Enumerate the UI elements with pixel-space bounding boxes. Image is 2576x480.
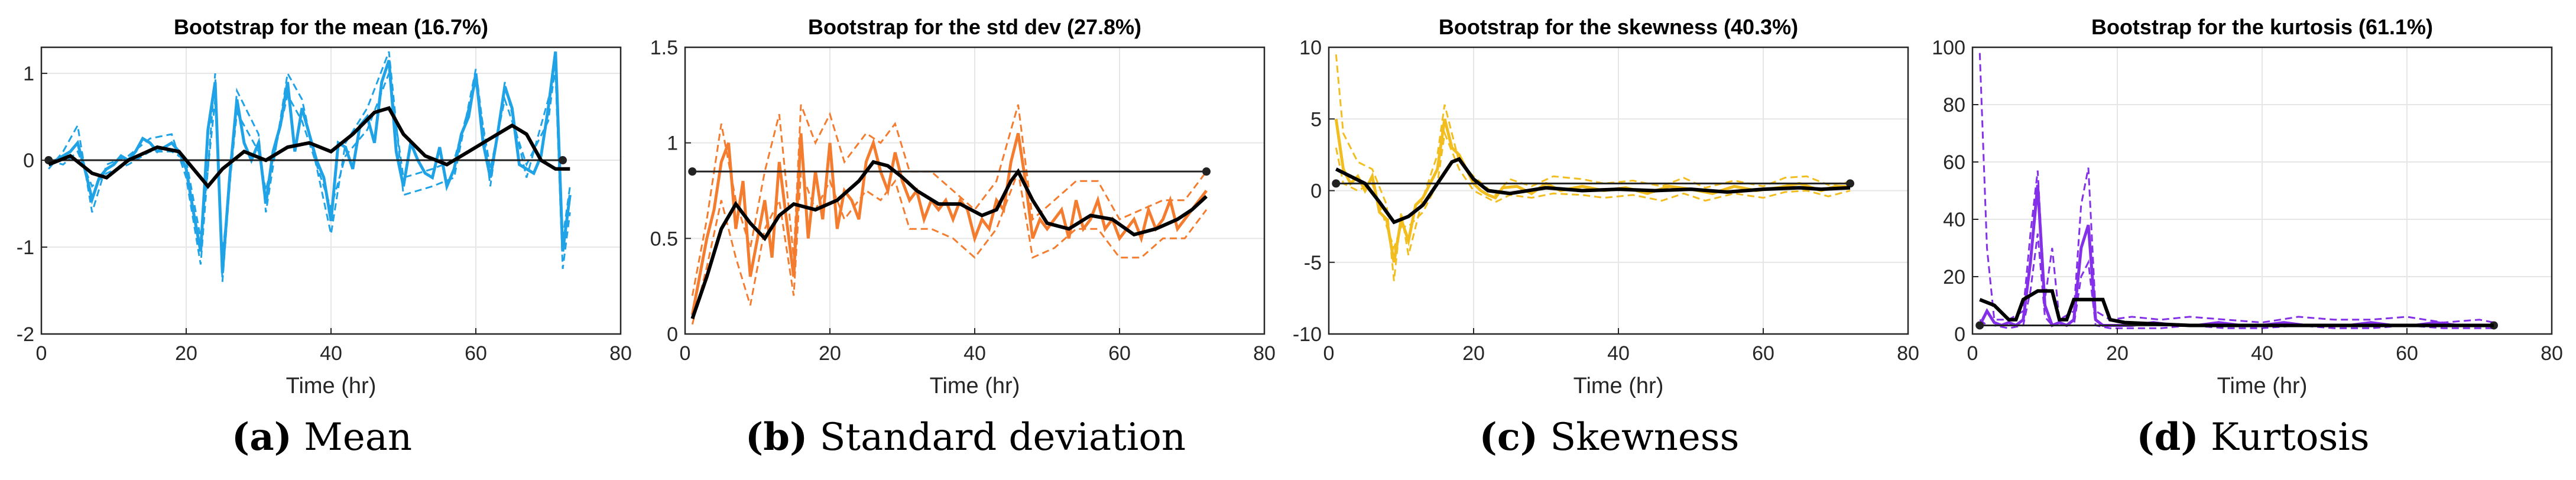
x-axis-label: Time (hr) xyxy=(2217,374,2308,398)
plot-area xyxy=(1332,54,1854,281)
y-tick-label: -5 xyxy=(1304,252,1322,274)
reference-marker xyxy=(1202,167,1211,176)
y-tick-label: 0 xyxy=(667,323,678,346)
x-tick-label: 60 xyxy=(1108,342,1131,365)
caption-std-dev: (b) Standard deviation xyxy=(644,415,1287,459)
y-tick-label: 1 xyxy=(667,132,678,155)
x-tick-label: 80 xyxy=(1897,342,1919,365)
plot-area xyxy=(44,51,572,282)
bootstrap-series-line xyxy=(1335,54,1851,281)
y-tick-label: 10 xyxy=(1299,37,1322,59)
y-tick-label: 0 xyxy=(1310,180,1322,203)
reference-marker xyxy=(688,167,697,176)
x-tick-label: 80 xyxy=(609,342,632,365)
bootstrap-series-line xyxy=(48,51,571,282)
x-tick-label: 60 xyxy=(465,342,487,365)
bootstrap-series-line xyxy=(691,168,1208,325)
caption-letter: (d) xyxy=(2136,415,2199,459)
chart-title: Bootstrap for the skewness (40.3%) xyxy=(1439,15,1798,39)
plot-area xyxy=(1975,53,2498,330)
y-tick-label: 40 xyxy=(1943,209,1965,231)
x-tick-label: 80 xyxy=(1253,342,1276,365)
plot-area xyxy=(688,104,1211,325)
x-tick-label: 40 xyxy=(320,342,342,365)
x-tick-label: 60 xyxy=(2396,342,2418,365)
smoothed-series-line xyxy=(48,106,570,189)
bootstrap-series-line xyxy=(1978,53,2494,324)
x-tick-label: 60 xyxy=(1752,342,1774,365)
x-tick-label: 20 xyxy=(1462,342,1485,365)
chart-std-dev: Bootstrap for the std dev (27.8%) 0 20 40 60… xyxy=(650,15,1276,398)
smoothed-series-line xyxy=(1979,289,2494,327)
x-axis-label: Time (hr) xyxy=(1573,374,1664,398)
caption-letter: (b) xyxy=(745,415,808,459)
caption-letter: (c) xyxy=(1479,415,1539,459)
chart-title: Bootstrap for the std dev (27.8%) xyxy=(808,15,1141,39)
x-tick-label: 0 xyxy=(680,342,691,365)
reference-marker xyxy=(1975,321,1984,330)
panel-skewness: Bootstrap for the skewness (40.3%) 0 20 40 6… xyxy=(1287,0,1931,480)
reference-marker xyxy=(1332,179,1341,188)
x-tick-label: 20 xyxy=(175,342,197,365)
bootstrap-series-line xyxy=(691,104,1208,296)
y-tick-label: -10 xyxy=(1293,323,1322,346)
x-tick-label: 0 xyxy=(1323,342,1335,365)
chart-kurtosis: Bootstrap for the kurtosis (61.1%) 0 20 40 6… xyxy=(1932,15,2563,398)
x-axis-label: Time (hr) xyxy=(286,374,377,398)
caption-kurtosis: (d) Kurtosis xyxy=(1931,415,2575,459)
y-tick-label: -2 xyxy=(17,323,34,346)
chart-title: Bootstrap for the mean (16.7%) xyxy=(174,15,488,39)
panel-kurtosis: Bootstrap for the kurtosis (61.1%) 0 20 40 6… xyxy=(1931,0,2575,480)
chart-skewness: Bootstrap for the skewness (40.3%) 0 20 40 6… xyxy=(1293,15,1919,398)
y-tick-label: 80 xyxy=(1943,94,1965,116)
caption-mean: (a) Mean xyxy=(0,415,644,459)
chart-title: Bootstrap for the kurtosis (61.1%) xyxy=(2091,15,2433,39)
caption-text: Kurtosis xyxy=(2211,416,2370,459)
x-axis-label: Time (hr) xyxy=(930,374,1020,398)
chart-mean: Bootstrap for the mean (16.7%) 0 20 40 60 80 -… xyxy=(17,15,632,398)
x-tick-label: 0 xyxy=(1967,342,1978,365)
y-tick-label: 1.5 xyxy=(650,37,678,59)
y-tick-label: 0.5 xyxy=(650,228,678,250)
caption-letter: (a) xyxy=(231,415,292,459)
reference-marker xyxy=(1846,179,1854,188)
bootstrap-series-line xyxy=(48,64,571,256)
reference-marker xyxy=(559,156,567,165)
caption-skewness: (c) Skewness xyxy=(1287,415,1931,459)
caption-text: Standard deviation xyxy=(819,416,1186,459)
caption-text: Mean xyxy=(304,416,413,459)
y-tick-label: 100 xyxy=(1932,37,1965,59)
x-tick-label: 80 xyxy=(2541,342,2563,365)
x-tick-label: 20 xyxy=(819,342,841,365)
panel-mean: Bootstrap for the mean (16.7%) 0 20 40 60 80 -… xyxy=(0,0,644,480)
x-tick-label: 40 xyxy=(2251,342,2273,365)
y-tick-label: 0 xyxy=(23,150,34,172)
y-tick-label: 60 xyxy=(1943,151,1965,174)
smoothed-series-line xyxy=(1335,157,1851,225)
x-tick-label: 0 xyxy=(36,342,47,365)
y-tick-label: 1 xyxy=(23,63,34,85)
panel-std-dev: Bootstrap for the std dev (27.8%) 0 20 40 60… xyxy=(644,0,1287,480)
x-tick-label: 40 xyxy=(1607,342,1630,365)
y-tick-label: 0 xyxy=(1954,323,1965,346)
x-tick-label: 40 xyxy=(963,342,986,365)
y-tick-label: 5 xyxy=(1310,108,1322,131)
caption-text: Skewness xyxy=(1550,416,1740,459)
y-tick-label: 20 xyxy=(1943,266,1965,288)
y-tick-label: -1 xyxy=(17,236,34,259)
main-series-line xyxy=(690,132,1208,316)
smoothed-series-line xyxy=(690,160,1208,320)
x-tick-label: 20 xyxy=(2106,342,2129,365)
